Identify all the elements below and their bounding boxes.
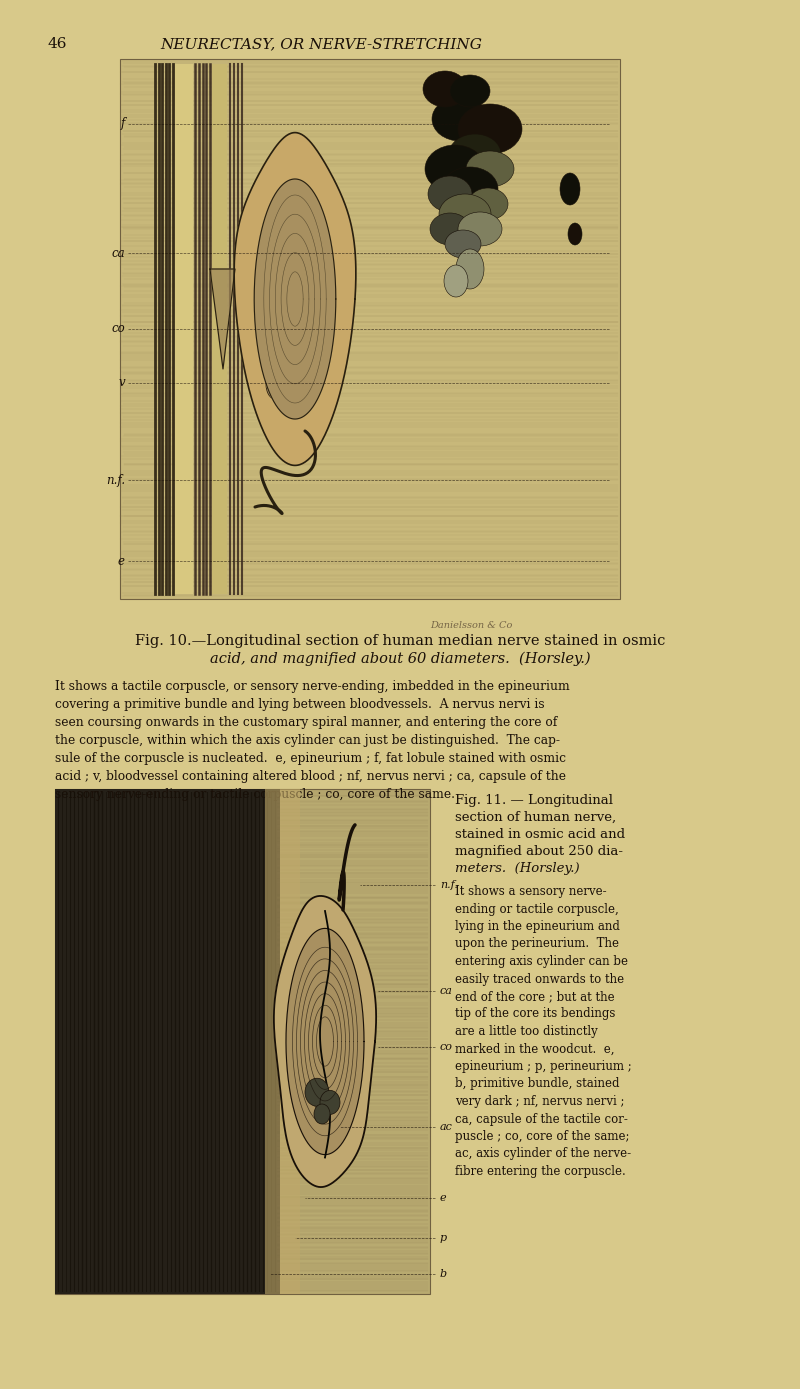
Ellipse shape <box>425 144 485 193</box>
Text: ca: ca <box>440 986 453 996</box>
Ellipse shape <box>450 75 490 107</box>
Ellipse shape <box>456 249 484 289</box>
Ellipse shape <box>428 176 472 213</box>
Text: b: b <box>440 1268 447 1279</box>
Text: f: f <box>121 117 125 131</box>
Bar <box>212 64 227 594</box>
Ellipse shape <box>442 167 498 211</box>
Ellipse shape <box>439 194 491 233</box>
Bar <box>55 789 430 1295</box>
Ellipse shape <box>314 1104 330 1124</box>
Ellipse shape <box>458 104 522 154</box>
Polygon shape <box>234 132 356 465</box>
Ellipse shape <box>560 174 580 206</box>
Ellipse shape <box>466 151 514 188</box>
Polygon shape <box>286 928 364 1154</box>
Ellipse shape <box>458 213 502 246</box>
Text: ca: ca <box>111 247 125 260</box>
Polygon shape <box>210 269 235 369</box>
Ellipse shape <box>449 133 501 174</box>
Ellipse shape <box>445 231 481 258</box>
Polygon shape <box>274 896 376 1188</box>
Text: ac: ac <box>440 1122 453 1132</box>
Text: n.f.: n.f. <box>440 881 458 890</box>
Ellipse shape <box>305 1078 329 1106</box>
Bar <box>120 58 620 599</box>
Text: 46: 46 <box>48 38 67 51</box>
Text: It shows a sensory nerve-
ending or tactile corpuscle,
lying in the epineurium a: It shows a sensory nerve- ending or tact… <box>455 885 632 1178</box>
Ellipse shape <box>430 213 470 244</box>
Text: It shows a tactile corpuscle, or sensory nerve-ending, imbedded in the epineuriu: It shows a tactile corpuscle, or sensory… <box>55 681 570 801</box>
Ellipse shape <box>432 97 488 142</box>
Text: n.f.: n.f. <box>106 474 125 486</box>
Text: Fig. 11. — Longitudinal: Fig. 11. — Longitudinal <box>455 795 613 807</box>
Text: NEURECTASY, OR NERVE-STRETCHING: NEURECTASY, OR NERVE-STRETCHING <box>160 38 482 51</box>
Bar <box>55 789 280 1295</box>
Text: e: e <box>440 1193 446 1203</box>
Text: acid, and magnified about 60 diameters.  (Horsley.): acid, and magnified about 60 diameters. … <box>210 651 590 667</box>
Ellipse shape <box>266 369 284 399</box>
Text: p: p <box>440 1233 447 1243</box>
Polygon shape <box>254 179 336 419</box>
Ellipse shape <box>444 265 468 297</box>
Text: magnified about 250 dia-: magnified about 250 dia- <box>455 845 623 858</box>
Bar <box>265 789 300 1295</box>
Ellipse shape <box>568 224 582 244</box>
Bar <box>175 64 193 594</box>
Text: co: co <box>440 1042 453 1051</box>
Text: Danielsson & Co: Danielsson & Co <box>430 621 512 631</box>
Text: co: co <box>111 322 125 336</box>
Text: section of human nerve,: section of human nerve, <box>455 811 616 824</box>
Ellipse shape <box>423 71 467 107</box>
Text: meters.  (Horsley.): meters. (Horsley.) <box>455 863 580 875</box>
Text: Fig. 10.—Longitudinal section of human median nerve stained in osmic: Fig. 10.—Longitudinal section of human m… <box>135 633 665 649</box>
Text: v: v <box>118 376 125 389</box>
Ellipse shape <box>468 188 508 219</box>
Text: e: e <box>118 554 125 568</box>
Ellipse shape <box>320 1090 340 1114</box>
Text: stained in osmic acid and: stained in osmic acid and <box>455 828 625 840</box>
